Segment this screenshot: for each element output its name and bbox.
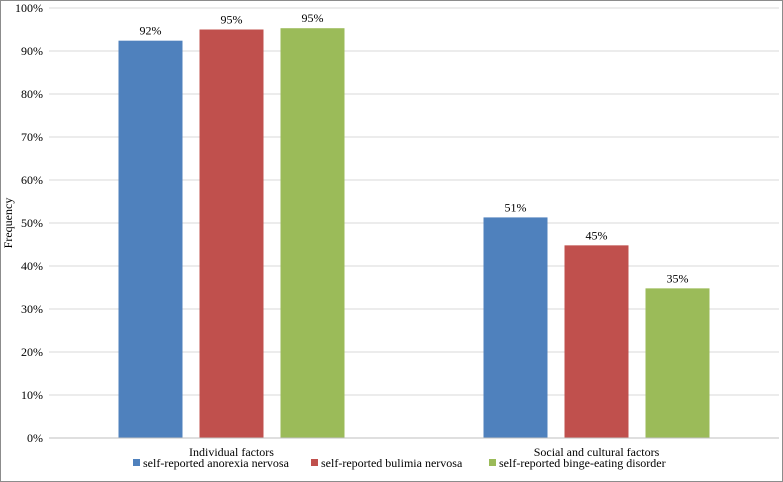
x-axis-categories: Individual factors Social and cultural fa… (189, 445, 660, 459)
bar-1-2 (199, 29, 264, 438)
y-tick-label: 80% (21, 87, 43, 101)
data-label: 45% (586, 228, 608, 242)
bar-2-3 (645, 288, 710, 438)
data-label: 95% (302, 11, 324, 25)
y-axis-title: Frequency (1, 198, 15, 249)
x-category-label: Social and cultural factors (534, 445, 660, 459)
y-tick-label: 10% (21, 388, 43, 402)
bar-2-2 (564, 245, 629, 438)
bar-2-1 (483, 217, 548, 438)
data-label: 95% (221, 13, 243, 27)
bars (118, 28, 710, 439)
legend-item: self-reported bulimia nervosa (311, 456, 463, 470)
data-label: 51% (505, 200, 527, 214)
legend: self-reported anorexia nervosa self-repor… (133, 456, 666, 470)
y-tick-label: 50% (21, 216, 43, 230)
y-tick-label: 40% (21, 259, 43, 273)
legend-item: self-reported anorexia nervosa (133, 456, 290, 470)
legend-swatch (133, 459, 140, 466)
y-tick-label: 30% (21, 302, 43, 316)
x-category-label: Individual factors (189, 445, 274, 459)
data-label: 35% (667, 271, 689, 285)
y-tick-label: 90% (21, 44, 43, 58)
y-tick-label: 60% (21, 173, 43, 187)
y-tick-label: 0% (27, 431, 43, 445)
bar-1-1 (118, 40, 183, 439)
y-tick-label: 20% (21, 345, 43, 359)
legend-label: self-reported binge-eating disorder (499, 456, 666, 470)
y-axis-ticks: 0% 10% 20% 30% 40% 50% 60% 70% 80% 90% 100% (15, 1, 43, 445)
bar-1-3 (280, 28, 345, 439)
legend-swatch (311, 459, 318, 466)
y-tick-label: 70% (21, 130, 43, 144)
legend-swatch (489, 459, 496, 466)
y-tick-label: 100% (15, 1, 43, 15)
legend-label: self-reported bulimia nervosa (321, 456, 463, 470)
data-labels: 92% 95% 95% 51% 45% 35% (140, 11, 689, 285)
legend-item: self-reported binge-eating disorder (489, 456, 666, 470)
legend-label: self-reported anorexia nervosa (143, 456, 290, 470)
data-label: 92% (140, 24, 162, 38)
